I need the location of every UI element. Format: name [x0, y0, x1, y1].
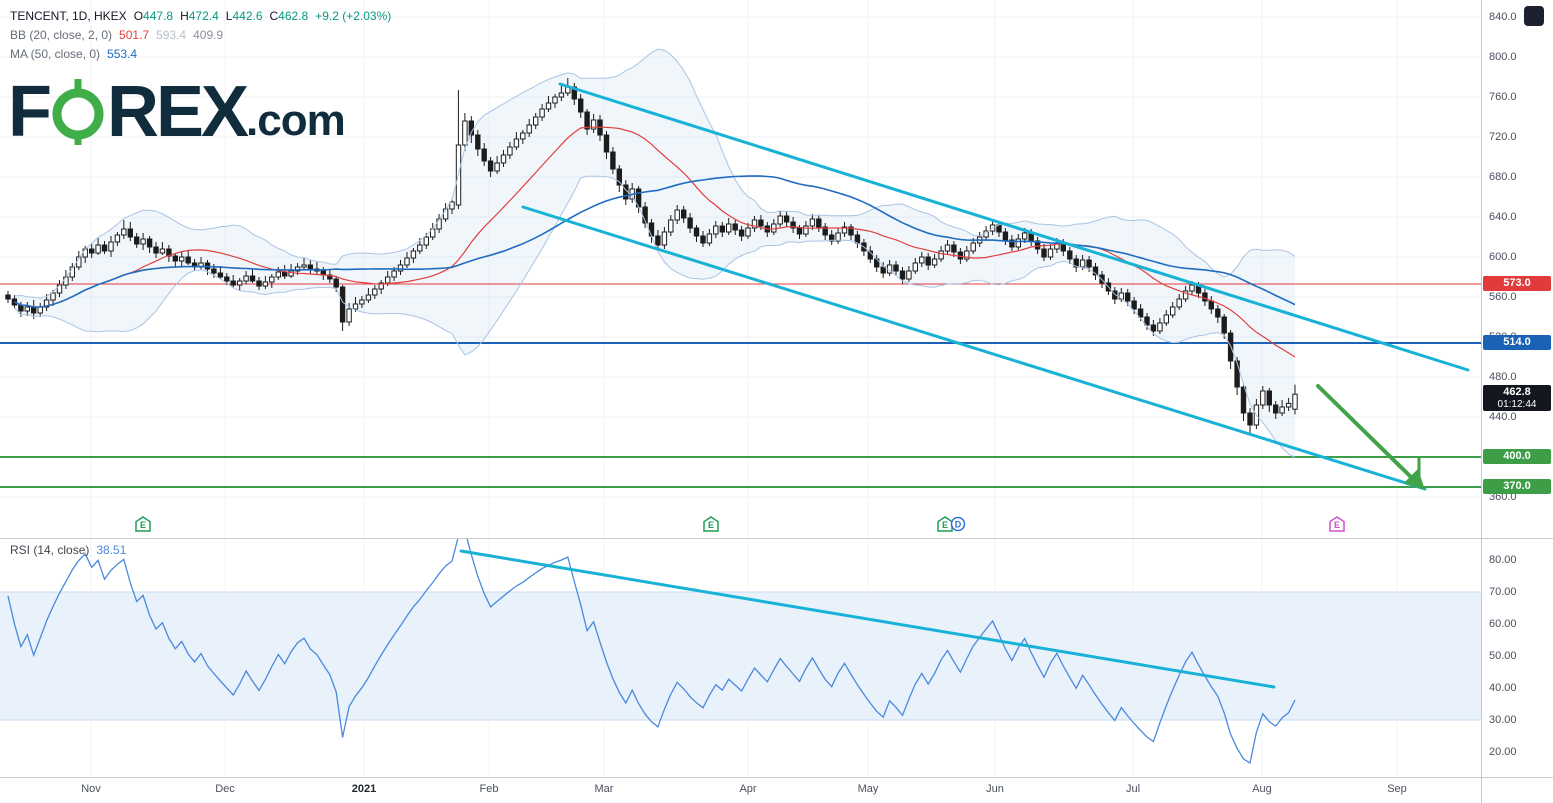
axis-separator	[0, 777, 1553, 778]
svg-text:E: E	[1334, 520, 1340, 530]
rsi-legend-row[interactable]: RSI (14, close) 38.51	[10, 543, 126, 557]
ohlc-low-value: 442.6	[232, 8, 263, 23]
svg-text:E: E	[942, 520, 948, 530]
forex-logo-text-f: F	[8, 72, 52, 152]
price-axis-label: 720.0	[1489, 131, 1517, 143]
price-axis-label: 480.0	[1489, 371, 1517, 383]
time-axis-label: May	[857, 783, 879, 795]
price-axis[interactable]: 840.0 800.0 760.0 720.0 680.0 640.0 600.0 560.0…	[1481, 0, 1553, 803]
bb-upper-value: 593.4	[156, 27, 187, 42]
time-axis-label: 2021	[351, 783, 377, 795]
time-axis[interactable]: Nov Dec 2021 Feb Mar Apr May Jun Jul Aug Sep	[0, 777, 1553, 803]
rsi-axis-label: 70.00	[1489, 586, 1517, 598]
price-axis-label: 760.0	[1489, 91, 1517, 103]
price-axis-label: 600.0	[1489, 251, 1517, 263]
time-axis-label: Dec	[215, 783, 235, 795]
price-axis-label: 800.0	[1489, 51, 1517, 63]
bb-indicator-name: BB (20, close, 2, 0)	[10, 27, 113, 42]
level-price-badge: 514.0	[1483, 335, 1551, 350]
bb-lower-value: 409.9	[193, 27, 224, 42]
price-axis-label: 560.0	[1489, 291, 1517, 303]
level-price-badge: 573.0	[1483, 276, 1551, 291]
price-change: +9.2 (+2.03%)	[315, 8, 392, 23]
time-axis-label: Aug	[1252, 783, 1272, 795]
forex-logo-text-rex: REX	[106, 72, 249, 152]
panel-separator[interactable]	[0, 538, 1553, 539]
earnings-marker-icon[interactable]: E	[1329, 516, 1345, 532]
corner-widget-icon[interactable]	[1524, 6, 1544, 26]
rsi-value: 38.51	[96, 543, 127, 557]
rsi-axis-label: 50.00	[1489, 650, 1517, 662]
level-price-badge: 400.0	[1483, 449, 1551, 464]
time-axis-label: Mar	[594, 783, 614, 795]
ohlc-low-label: L	[225, 8, 233, 23]
ohlc-open-value: 447.8	[143, 8, 174, 23]
rsi-axis-label: 60.00	[1489, 618, 1517, 630]
dividend-marker-icon[interactable]: D	[950, 516, 966, 532]
ma-value: 553.4	[107, 46, 138, 61]
earnings-marker-icon[interactable]: E	[703, 516, 719, 532]
ohlc-close-value: 462.8	[278, 8, 309, 23]
svg-text:E: E	[140, 520, 146, 530]
time-axis-label: Jun	[986, 783, 1004, 795]
forex-logo-o-icon	[52, 79, 104, 145]
price-axis-label: 440.0	[1489, 411, 1517, 423]
rsi-chart-canvas[interactable]	[0, 538, 1481, 777]
ohlc-close-label: C	[269, 8, 279, 23]
main-chart-canvas[interactable]	[0, 0, 1481, 538]
legend: TENCENT, 1D, HKEX O 447.8 H 472.4 L 442.6 C…	[10, 6, 391, 63]
last-price-badge: 462.8 01:12:44	[1483, 385, 1551, 412]
ohlc-high-value: 472.4	[188, 8, 219, 23]
symbol-legend-row[interactable]: TENCENT, 1D, HKEX O 447.8 H 472.4 L 442.6 C…	[10, 6, 391, 25]
price-axis-label: 360.0	[1489, 491, 1517, 503]
symbol-title: TENCENT, 1D, HKEX	[10, 8, 127, 23]
time-axis-label: Feb	[479, 783, 499, 795]
forex-logo-text-com: .com	[246, 96, 346, 145]
price-axis-label: 840.0	[1489, 11, 1517, 23]
rsi-axis-label: 80.00	[1489, 554, 1517, 566]
time-axis-label: Sep	[1387, 783, 1407, 795]
rsi-indicator-name: RSI (14, close)	[10, 543, 90, 557]
rsi-axis-label: 20.00	[1489, 746, 1517, 758]
earnings-marker-icon[interactable]: E	[135, 516, 151, 532]
bb-basis-value: 501.7	[119, 27, 150, 42]
svg-text:D: D	[955, 520, 962, 530]
bb-legend-row[interactable]: BB (20, close, 2, 0) 501.7 593.4 409.9	[10, 25, 391, 44]
ohlc-high-label: H	[180, 8, 189, 23]
price-axis-label: 640.0	[1489, 211, 1517, 223]
bar-countdown: 01:12:44	[1497, 399, 1537, 411]
price-axis-label: 680.0	[1489, 171, 1517, 183]
ma-legend-row[interactable]: MA (50, close, 0) 553.4	[10, 44, 391, 63]
svg-text:E: E	[708, 520, 714, 530]
time-axis-label: Apr	[739, 783, 757, 795]
earnings-marker-icon[interactable]: E	[937, 516, 953, 532]
ohlc-open-label: O	[133, 8, 144, 23]
rsi-axis-label: 30.00	[1489, 714, 1517, 726]
ma-indicator-name: MA (50, close, 0)	[10, 46, 101, 61]
time-axis-label: Jul	[1125, 783, 1141, 795]
forex-logo: F REX .com	[8, 72, 346, 152]
time-axis-label: Nov	[81, 783, 101, 795]
rsi-axis-label: 40.00	[1489, 682, 1517, 694]
level-price-badge: 370.0	[1483, 479, 1551, 494]
last-price-value: 462.8	[1503, 386, 1531, 399]
